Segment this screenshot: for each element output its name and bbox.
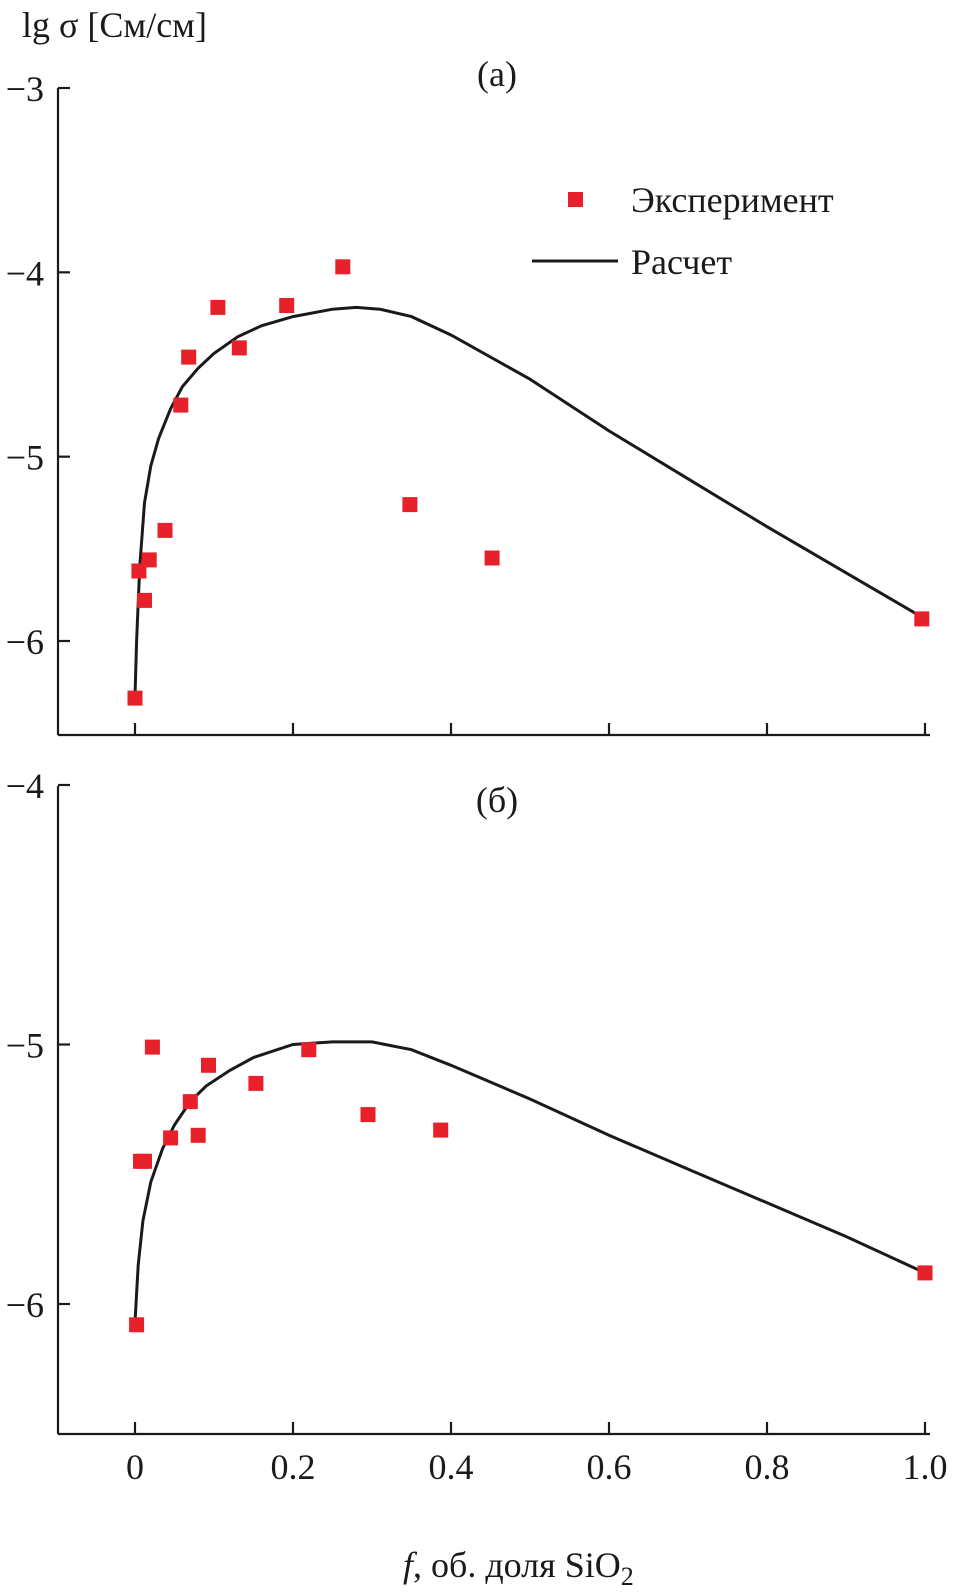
panel-a-experiment-point [181, 349, 197, 365]
panel-b-experiment-point [360, 1107, 376, 1123]
legend: Эксперимент Расчет [532, 180, 834, 282]
panel-a-experiment-point [173, 397, 189, 413]
panel-b-experiment-point [163, 1130, 179, 1146]
x-axis-label-subscript: 2 [621, 1562, 634, 1591]
panel-b-label: (б) [476, 780, 518, 820]
panel-b-y-tick-label: −6 [6, 1285, 44, 1325]
panel-a-y-tick-label: −5 [6, 438, 44, 478]
panel-b-experiment-point [137, 1153, 152, 1169]
panel-b-experiment-points [129, 1039, 933, 1333]
panel-a-experiment-point [210, 299, 226, 315]
panel-a-experiment-point [231, 340, 247, 356]
panel-a-y-tick-label: −4 [6, 253, 44, 293]
legend-calculation-label: Расчет [631, 242, 732, 282]
panel-a-experiment-points [127, 259, 930, 706]
panel-b-experiment-point [917, 1265, 933, 1281]
panel-b-y-tick-label: −5 [6, 1026, 44, 1066]
legend-experiment-label: Эксперимент [631, 180, 834, 220]
panel-a-experiment-point [279, 298, 295, 313]
panel-b-x-tick-label: 0.6 [587, 1447, 632, 1487]
panel-a-x-ticks [133, 723, 927, 735]
panel-b-x-ticks: 0 0.2 0.4 0.6 0.8 1.0 [126, 1422, 948, 1487]
panel-a: −3 −4 −5 −6 (а) Эксперимент Расчет [6, 54, 930, 737]
panel-b-y-ticks: −4 −5 −6 [6, 766, 70, 1325]
panel-a-y-tick-label: −6 [6, 622, 44, 662]
panel-b-experiment-point [144, 1039, 160, 1055]
panel-b-x-tick-label: 0.4 [429, 1447, 474, 1487]
panel-a-calculation-curve [133, 305, 926, 697]
panel-b-experiment-point [248, 1075, 264, 1091]
panel-a-experiment-point [914, 611, 930, 627]
panel-b: −4 −5 −6 0 0.2 0.4 0.6 0.8 1.0 (б) [6, 766, 948, 1487]
legend-experiment-marker [568, 192, 583, 207]
panel-b-experiment-point [433, 1122, 449, 1138]
panel-a-experiment-point [402, 497, 418, 513]
x-axis-label: f, об. доля SiO2 [403, 1545, 634, 1591]
panel-b-y-tick-label: −4 [6, 766, 44, 806]
y-axis-label: lg σ [См/см] [22, 5, 207, 45]
panel-a-experiment-point [137, 592, 152, 608]
panel-a-experiment-point [484, 550, 500, 566]
panel-b-x-tick-label: 1.0 [903, 1447, 948, 1487]
panel-b-calculation-curve [133, 1040, 926, 1323]
panel-b-x-tick-label: 0 [126, 1447, 144, 1487]
panel-a-experiment-point [127, 690, 143, 706]
panel-a-y-tick-label: −3 [6, 69, 44, 109]
panel-a-label: (а) [477, 54, 517, 94]
panel-b-x-tick-label: 0.8 [745, 1447, 790, 1487]
panel-b-experiment-point [129, 1317, 145, 1333]
x-axis-label-text: , об. доля SiO [413, 1545, 621, 1585]
panel-a-experiment-point [157, 522, 173, 538]
panel-b-experiment-point [201, 1057, 216, 1073]
panel-b-experiment-point [301, 1042, 317, 1058]
panel-b-experiment-point [190, 1127, 206, 1143]
panel-a-experiment-point [141, 552, 157, 568]
panel-b-experiment-point [182, 1094, 198, 1110]
panel-a-y-ticks: −3 −4 −5 −6 [6, 69, 70, 662]
panel-a-experiment-point [335, 259, 351, 275]
panel-b-x-tick-label: 0.2 [271, 1447, 316, 1487]
